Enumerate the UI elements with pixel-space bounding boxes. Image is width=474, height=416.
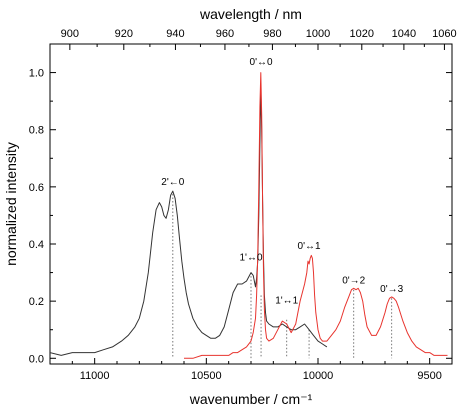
y-tick-label: 0.0 <box>29 353 44 365</box>
series-line-1 <box>50 86 328 356</box>
x2-tick-label: 900 <box>61 28 79 40</box>
x2-tick-label: 980 <box>263 28 281 40</box>
series-line-2 <box>184 72 448 359</box>
x-axis-title: wavenumber / cm⁻¹ <box>189 391 313 407</box>
x2-tick-label: 1020 <box>350 28 374 40</box>
annotation-label: 1'↔0 <box>239 253 262 264</box>
annotation-label: 0'↔1 <box>298 241 321 252</box>
x2-tick-label: 920 <box>115 28 133 40</box>
y-axis-title: normalized intensity <box>3 142 19 266</box>
x2-tick-label: 1000 <box>306 28 330 40</box>
x-tick-label: 10500 <box>191 370 222 382</box>
x-tick-label: 9500 <box>417 370 441 382</box>
y-tick-label: 0.4 <box>29 239 44 251</box>
x2-tick-label: 1060 <box>432 28 456 40</box>
y-tick-label: 0.2 <box>29 296 44 308</box>
x2-tick-label: 940 <box>166 28 184 40</box>
x2-axis-title: wavelength / nm <box>199 6 302 22</box>
annotation-label: 0'↔0 <box>250 57 273 68</box>
y-tick-label: 1.0 <box>29 68 44 80</box>
annotation-label: 0'→3 <box>380 284 403 295</box>
x-tick-label: 10000 <box>303 370 334 382</box>
x2-tick-label: 1040 <box>392 28 416 40</box>
x2-tick-label: 960 <box>216 28 234 40</box>
annotation-label: 0'→2 <box>342 275 365 286</box>
y-tick-label: 0.6 <box>29 182 44 194</box>
annotation-label: 1'↔1 <box>275 295 298 306</box>
y-tick-label: 0.8 <box>29 125 44 137</box>
x-tick-label: 11000 <box>80 370 110 382</box>
annotation-label: 2'←0 <box>161 177 184 188</box>
